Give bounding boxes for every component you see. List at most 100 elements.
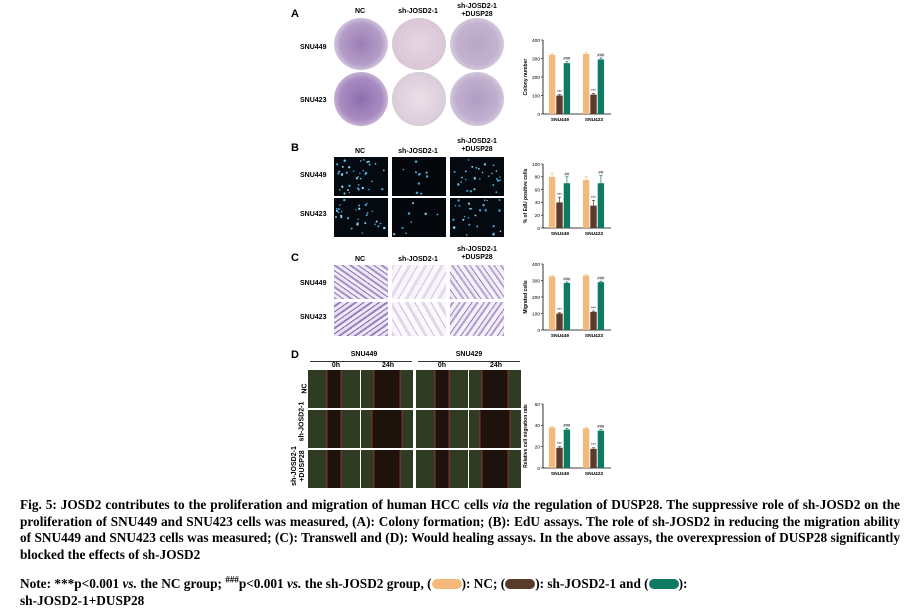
caption-fig-label: Fig. 5:	[20, 497, 57, 512]
note-mid: the NC group;	[136, 576, 226, 592]
bar	[548, 427, 556, 468]
time-label-0h: 0h	[331, 362, 341, 369]
bar	[548, 54, 556, 114]
header-divider	[310, 361, 412, 362]
edu-cell-dot	[357, 175, 359, 178]
y-tick-label: 100	[532, 93, 540, 99]
edu-image-dusp-snu449	[450, 157, 504, 196]
significance-label: ##	[565, 171, 570, 176]
figure-caption: Fig. 5: JOSD2 contributes to the prolife…	[20, 497, 900, 563]
edu-cell-dot	[454, 204, 457, 207]
caption-text-2: the regulation of DUSP28. The suppressiv…	[20, 497, 900, 562]
bar	[548, 176, 556, 228]
note-legend-last: sh-JOSD2-1+DUSP28	[20, 592, 145, 608]
edu-cell-dot	[335, 209, 339, 212]
note-legend-sh: ): sh-JOSD2-1 and (	[535, 576, 649, 592]
edu-cell-dot	[473, 177, 477, 180]
wound-gap	[327, 370, 341, 408]
edu-cell-dot	[483, 163, 487, 166]
edu-cell-dot	[495, 178, 498, 180]
row-label-sh-dusp-line1: sh-JOSD2-1	[291, 446, 298, 486]
chart-migrated-cells: 0 100 200 300 400 Migrated cells *** ### SNU449 *…	[523, 262, 611, 339]
edu-cell-dot	[417, 173, 421, 176]
edu-cell-dot	[484, 199, 486, 201]
transwell-image-dusp-snu423	[450, 302, 504, 336]
edu-cell-dot	[484, 209, 487, 212]
y-axis-label: % of EdU positive cells	[523, 168, 529, 223]
edu-cell-dot	[366, 212, 369, 214]
edu-cell-dot	[481, 171, 484, 174]
x-tick-label: SNU423	[585, 231, 603, 237]
edu-cell-dot	[491, 172, 493, 175]
significance-label: ##	[599, 170, 604, 175]
y-tick-label: 300	[532, 278, 540, 284]
edu-cell-dot	[359, 159, 362, 162]
bar	[556, 202, 563, 228]
edu-cell-dot	[382, 169, 385, 172]
significance-label: ***	[557, 192, 562, 197]
wound-gap	[372, 410, 402, 448]
panel-letter-b: B	[291, 142, 299, 154]
edu-cell-dot	[487, 175, 490, 178]
edu-cell-dot	[469, 207, 471, 210]
wound-gap	[435, 410, 449, 448]
bar	[597, 59, 605, 114]
transwell-image-dusp-snu449	[450, 265, 504, 299]
y-tick-label: 400	[532, 262, 540, 268]
bar	[597, 430, 605, 468]
bar	[582, 275, 590, 330]
edu-cell-dot	[358, 207, 361, 210]
edu-cell-dot	[410, 221, 413, 223]
edu-cell-dot	[469, 190, 473, 193]
significance-label: ###	[597, 52, 605, 57]
significance-label: ###	[563, 276, 571, 281]
row-label-sh-dusp-line2: +DUSP28	[299, 450, 306, 482]
edu-cell-dot	[401, 226, 404, 229]
significance-label: ***	[591, 306, 596, 311]
significance-label: ###	[563, 423, 571, 428]
edu-cell-dot	[436, 213, 439, 216]
edu-cell-dot	[359, 177, 362, 180]
x-tick-label: SNU423	[585, 471, 603, 477]
edu-cell-dot	[420, 192, 423, 195]
edu-cell-dot	[339, 204, 341, 206]
wound-gap	[482, 370, 508, 408]
edu-cell-dot	[461, 176, 463, 179]
edu-image-nc-snu423	[334, 198, 388, 237]
edu-cell-dot	[359, 172, 361, 175]
edu-cell-dot	[364, 203, 367, 207]
edu-cell-dot	[337, 211, 340, 214]
edu-cell-dot	[468, 223, 471, 226]
edu-cell-dot	[371, 210, 373, 212]
edu-cell-dot	[462, 218, 465, 221]
edu-cell-dot	[496, 179, 500, 182]
bar	[582, 180, 590, 228]
wound-gap	[374, 370, 400, 408]
edu-cell-dot	[335, 216, 337, 219]
y-tick-label: 0	[537, 112, 540, 118]
edu-image-nc-snu449	[334, 157, 388, 196]
transwell-image-nc-snu449	[334, 265, 388, 299]
edu-image-sh-snu449	[392, 157, 446, 196]
x-tick-label: SNU423	[585, 333, 603, 339]
edu-cell-dot	[362, 158, 365, 161]
significance-label: ***	[591, 442, 596, 447]
row-label-snu423: SNU423	[300, 97, 327, 104]
wound-healing-images	[308, 370, 521, 488]
edu-cell-dot	[370, 180, 373, 183]
note-prefix: Note: ***p<0.001	[20, 576, 123, 592]
edu-cell-dot	[458, 204, 461, 207]
col-header-sh-dusp: sh-JOSD2-1 +DUSP28	[447, 3, 507, 19]
colony-dish-dusp-snu423	[450, 72, 504, 126]
edu-cell-dot	[377, 225, 380, 228]
edu-cell-dot	[356, 223, 359, 226]
col-header-sh: sh-JOSD2-1	[398, 8, 438, 15]
significance-label: ###	[597, 276, 605, 281]
edu-cell-dot	[425, 175, 429, 178]
edu-cell-dot	[453, 170, 456, 173]
edu-cell-dot	[482, 203, 485, 207]
edu-cell-dot	[352, 170, 355, 172]
transwell-image-sh-snu449	[392, 265, 446, 299]
y-tick-label: 100	[532, 311, 540, 317]
edu-cell-dot	[467, 217, 470, 219]
